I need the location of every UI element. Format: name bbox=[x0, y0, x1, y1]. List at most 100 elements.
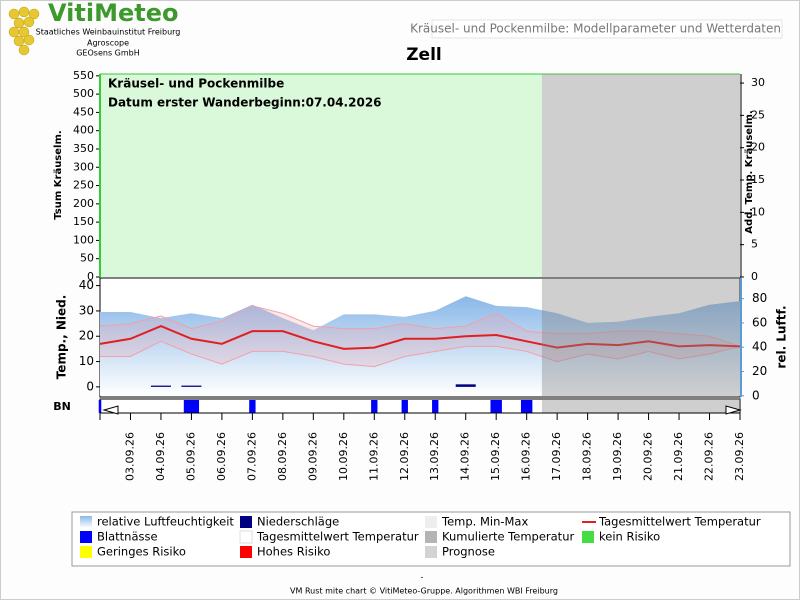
y-tick-label: 50 bbox=[80, 252, 94, 265]
y2-axis-label: rel. Luftf. bbox=[775, 305, 789, 368]
x-tick-label: 20.09.26 bbox=[642, 432, 655, 481]
legend-swatch bbox=[239, 530, 253, 544]
legend-swatch bbox=[425, 546, 437, 558]
y2-tick-label: 25 bbox=[751, 108, 765, 121]
legend-swatch bbox=[582, 531, 594, 543]
y-tick-label: 0 bbox=[86, 379, 94, 393]
legend-label: relative Luftfeuchtigkeit bbox=[97, 515, 234, 529]
legend-swatch bbox=[240, 546, 252, 558]
annotation: Kräusel- und Pockenmilbe bbox=[108, 77, 284, 91]
x-tick-label: 18.09.26 bbox=[581, 432, 594, 481]
x-tick-label: 06.09.26 bbox=[215, 432, 228, 481]
legend-label: Prognose bbox=[442, 545, 495, 559]
y2-tick-label: 60 bbox=[752, 315, 767, 329]
y2-tick-label: 5 bbox=[751, 238, 758, 251]
legend-swatch bbox=[80, 546, 92, 558]
x-tick-label: 19.09.26 bbox=[611, 432, 624, 481]
x-tick-label: 11.09.26 bbox=[367, 432, 380, 481]
plot-bg bbox=[100, 74, 740, 277]
y-tick-label: 150 bbox=[73, 215, 94, 228]
x-tick-label: 22.09.26 bbox=[703, 432, 716, 481]
bn-bar bbox=[432, 400, 439, 413]
x-tick-label: 07.09.26 bbox=[245, 432, 258, 481]
legend-swatch bbox=[80, 516, 92, 528]
x-tick-label: 08.09.26 bbox=[276, 432, 289, 481]
precip-bar bbox=[455, 384, 476, 387]
humidity-area bbox=[100, 296, 740, 396]
y2-tick-label: 80 bbox=[752, 291, 767, 305]
y-tick-label: 300 bbox=[73, 160, 94, 173]
legend-swatch bbox=[240, 516, 252, 528]
y-tick-label: 30 bbox=[79, 303, 94, 317]
x-tick-label: 04.09.26 bbox=[154, 432, 167, 481]
mean-temp-line bbox=[99, 325, 741, 350]
annotation: Datum erster Wanderbeginn:07.04.2026 bbox=[108, 96, 382, 110]
y-tick-label: 400 bbox=[73, 124, 94, 137]
x-tick-label: 21.09.26 bbox=[672, 432, 685, 481]
legend-label: Hohes Risiko bbox=[257, 545, 330, 559]
chart-title: Zell bbox=[406, 45, 442, 65]
x-tick-label: 15.09.26 bbox=[489, 432, 502, 481]
bn-bar bbox=[98, 400, 102, 413]
precip-bar bbox=[181, 385, 202, 387]
x-tick-label: 23.09.26 bbox=[733, 432, 746, 481]
x-tick-label: 12.09.26 bbox=[398, 432, 411, 481]
legend-swatch bbox=[80, 531, 92, 543]
y2-tick-label: 10 bbox=[751, 205, 765, 218]
bn-label: BN bbox=[53, 400, 71, 413]
bn-bar bbox=[183, 400, 200, 413]
bn-bar bbox=[371, 400, 378, 413]
footer: VM Rust mite chart © VitiMeteo-Gruppe. A… bbox=[290, 587, 558, 596]
footer-dash: - bbox=[421, 573, 424, 582]
x-tick-label: 16.09.26 bbox=[520, 432, 533, 481]
y2-tick-label: 20 bbox=[751, 141, 765, 154]
bn-bar bbox=[490, 400, 502, 413]
x-tick-label: 05.09.26 bbox=[184, 432, 197, 481]
subtitle-box bbox=[431, 19, 783, 39]
x-tick-label: 17.09.26 bbox=[550, 432, 563, 481]
y-tick-label: 10 bbox=[79, 354, 94, 368]
x-tick-label: 13.09.26 bbox=[428, 432, 441, 481]
y2-tick-label: 0 bbox=[752, 388, 760, 402]
no-risk-zone bbox=[100, 74, 542, 277]
bn-bar bbox=[249, 400, 256, 413]
y-tick-label: 40 bbox=[79, 278, 94, 292]
bn-bar bbox=[520, 400, 533, 413]
y-tick-label: 550 bbox=[73, 69, 94, 82]
legend-label: Geringes Risiko bbox=[97, 545, 186, 559]
legend-label: kein Risiko bbox=[599, 530, 660, 544]
scroll-right bbox=[725, 405, 742, 415]
y-tick-label: 250 bbox=[73, 179, 94, 192]
x-tick-label: 09.09.26 bbox=[306, 432, 319, 481]
y2-tick-label: 20 bbox=[752, 364, 767, 378]
y-tick-label: 200 bbox=[73, 197, 94, 210]
x-tick-label: 14.09.26 bbox=[459, 432, 472, 481]
org-line: GEOsens GmbH bbox=[76, 49, 140, 58]
temp-max-line bbox=[99, 305, 741, 347]
bn-bar bbox=[401, 400, 408, 413]
legend-label: Kumulierte Temperatur bbox=[442, 530, 574, 544]
scroll-left bbox=[102, 405, 119, 415]
forecast-shade bbox=[541, 74, 740, 413]
y-tick-label: 20 bbox=[79, 329, 94, 343]
legend-label: Blattnässe bbox=[97, 530, 158, 544]
y2-tick-label: 15 bbox=[751, 173, 765, 186]
legend-label: Temp. Min-Max bbox=[441, 515, 528, 529]
legend-swatch bbox=[425, 516, 437, 528]
org-line: Staatliches Weinbauinstitut Freiburg bbox=[36, 28, 181, 37]
y2-tick-label: 30 bbox=[751, 76, 765, 89]
org-line: Agroscope bbox=[87, 39, 129, 48]
y-axis-label: Tsum Kräuselm. bbox=[53, 130, 64, 219]
y2-axis-label: Add. Temp. Kräuselm. bbox=[744, 110, 755, 233]
y-axis-label: Temp., Nied. bbox=[55, 295, 69, 380]
y-tick-label: 350 bbox=[73, 142, 94, 155]
logo-text: VitiMeteo bbox=[48, 0, 178, 27]
y-tick-label: 100 bbox=[73, 233, 94, 246]
y-tick-label: 500 bbox=[73, 87, 94, 100]
precip-bar bbox=[150, 385, 171, 387]
y-tick-label: 0 bbox=[87, 270, 94, 283]
legend-label: Niederschläge bbox=[257, 515, 339, 529]
temp-min-line bbox=[100, 340, 741, 368]
x-tick-label: 10.09.26 bbox=[337, 432, 350, 481]
